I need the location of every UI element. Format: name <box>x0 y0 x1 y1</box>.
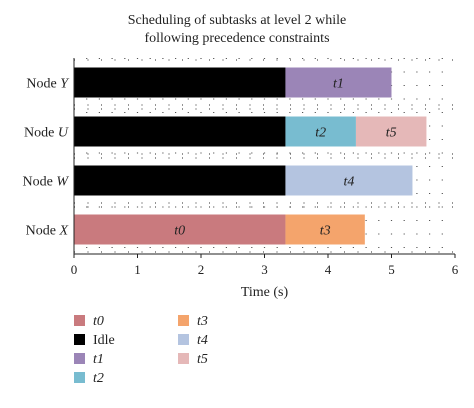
x-tick-label: 5 <box>388 262 395 277</box>
legend-swatch <box>74 334 85 345</box>
legend-label: t4 <box>197 333 208 348</box>
bar-t5 <box>355 116 427 147</box>
bar-t0 <box>74 214 286 245</box>
bar-label: t0 <box>174 224 185 239</box>
chart-title-line: Scheduling of subtasks at level 2 while <box>128 13 347 28</box>
legend-item-t0: t0 <box>74 314 104 329</box>
row-label: Node W <box>23 175 70 190</box>
x-tick-label: 6 <box>452 262 459 277</box>
bar-label: t3 <box>320 224 331 239</box>
legend-label: t3 <box>197 314 208 329</box>
row-label-prefix: Node <box>24 126 58 141</box>
legend-swatch <box>74 372 85 383</box>
legend-item-t1: t1 <box>74 352 104 367</box>
bar-idle <box>74 116 286 147</box>
row-label-node: Y <box>60 77 70 92</box>
row-label-node: X <box>58 224 68 239</box>
chart-title-line: following precedence constraints <box>144 31 329 46</box>
legend-item-t2: t2 <box>74 371 104 386</box>
legend-label: t1 <box>93 352 104 367</box>
legend-item-t5: t5 <box>178 352 208 367</box>
x-tick-label: 3 <box>261 262 268 277</box>
row-label: Node U <box>24 126 69 141</box>
bar-t2 <box>285 116 356 147</box>
legend-label: t5 <box>197 352 208 367</box>
bars: t1 t2 t5 t4 t0 t3 <box>74 67 427 245</box>
legend-item-t4: t4 <box>178 333 208 348</box>
bar-t3 <box>285 214 365 245</box>
legend: t0 Idle t1 t2 t3 t4 t5 <box>74 314 208 386</box>
legend-item-idle: Idle <box>74 333 115 348</box>
legend-swatch <box>74 315 85 326</box>
row-label: Node Y <box>26 77 70 92</box>
bar-t4 <box>285 165 413 196</box>
legend-swatch <box>178 353 189 364</box>
legend-label: t2 <box>93 371 104 386</box>
bar-label: t1 <box>333 77 344 92</box>
chart-title: Scheduling of subtasks at level 2 while f… <box>128 13 347 46</box>
x-axis-label: Time (s) <box>241 285 289 300</box>
legend-label: Idle <box>93 333 115 348</box>
bar-label: t4 <box>344 175 355 190</box>
legend-item-t3: t3 <box>178 314 208 329</box>
bar-label: t2 <box>315 126 326 141</box>
row-label-node: W <box>56 175 69 190</box>
x-tick-label: 2 <box>198 262 205 277</box>
legend-swatch <box>178 334 189 345</box>
x-tick-label: 0 <box>71 262 78 277</box>
row-label-prefix: Node <box>26 77 60 92</box>
row-label-prefix: Node <box>23 175 57 190</box>
legend-label: t0 <box>93 314 104 329</box>
row-label-prefix: Node <box>26 224 60 239</box>
legend-swatch <box>178 315 189 326</box>
bar-label: t5 <box>386 126 397 141</box>
legend-swatch <box>74 353 85 364</box>
bar-idle <box>74 67 286 98</box>
x-tick-label: 4 <box>325 262 332 277</box>
x-axis: 0 1 2 3 4 5 6 Time (s) <box>71 58 459 300</box>
x-tick-label: 1 <box>134 262 141 277</box>
bar-t1 <box>285 67 392 98</box>
row-label-node: U <box>58 126 69 141</box>
bar-idle <box>74 165 286 196</box>
row-label: Node X <box>26 224 69 239</box>
